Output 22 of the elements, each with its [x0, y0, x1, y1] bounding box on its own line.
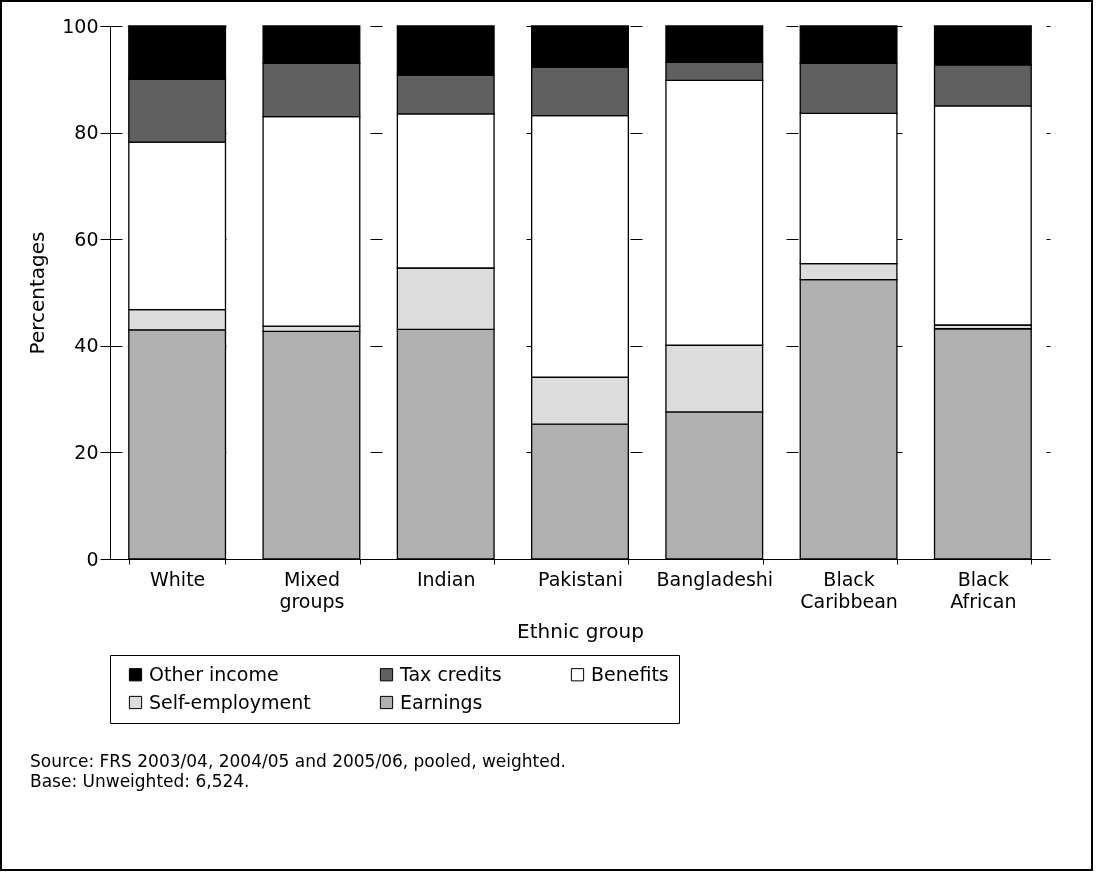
legend-label: Other income: [149, 662, 279, 685]
text: Base: Unweighted: 6,524.: [30, 771, 251, 791]
legend-label: Benefits: [591, 662, 669, 685]
legend-label: Self-employment: [149, 690, 311, 713]
legend-label: Tax credits: [399, 662, 502, 685]
x-axis-title: Ethnic group: [517, 618, 644, 643]
x-tick-label: Black African: [950, 567, 1017, 612]
x-tick-label: Mixed groups: [279, 567, 345, 612]
x-tick-label: Bangladeshi: [656, 567, 774, 590]
y-axis-title: Percentages: [25, 231, 50, 355]
x-tick-label: Black Caribbean: [800, 567, 898, 612]
x-tick-label: White: [150, 567, 206, 590]
y-tick-label: 0: [86, 547, 99, 570]
y-tick-label: 60: [74, 227, 99, 250]
y-tick-label: 20: [74, 440, 99, 463]
x-tick-label: Indian: [416, 567, 476, 590]
y-tick-label: 100: [62, 14, 99, 37]
x-tick-label: Pakistani: [538, 567, 623, 590]
legend-label: Earnings: [400, 690, 483, 713]
y-tick-label: 80: [74, 121, 99, 144]
source-note: Source: FRS 2003/04, 2004/05 and 2005/06, pooled, weighted.: [30, 751, 567, 771]
y-tick-label: 40: [74, 334, 99, 357]
